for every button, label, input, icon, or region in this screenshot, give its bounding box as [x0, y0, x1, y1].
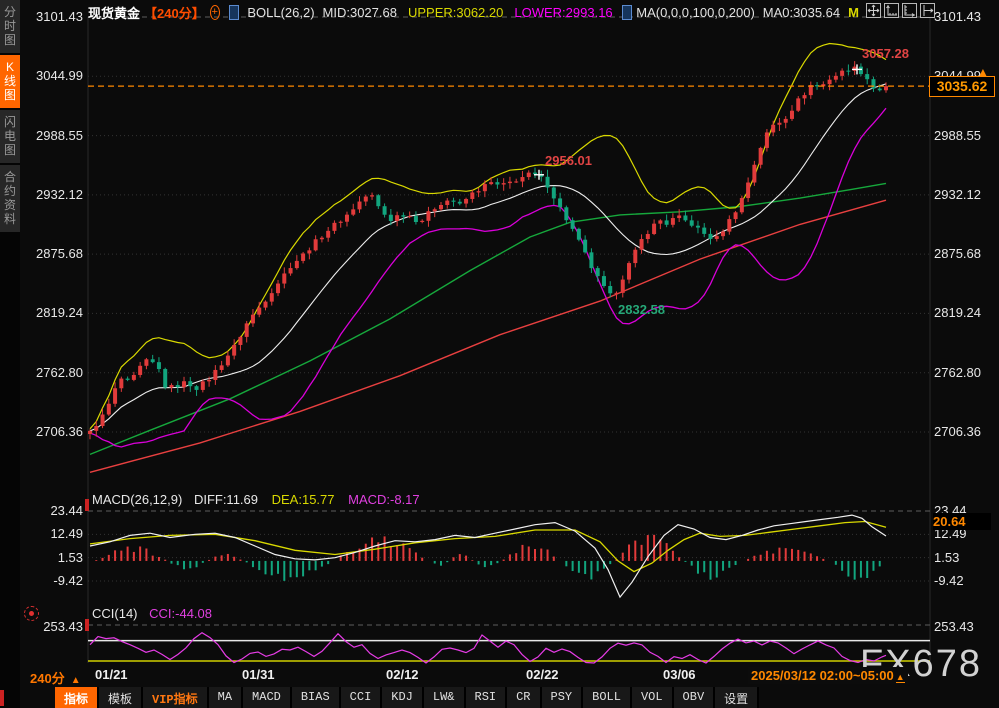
x-axis-tick: 02/22: [526, 667, 559, 682]
cci-header: CCI(14) CCI:-44.08: [92, 606, 212, 621]
pan-move-icon[interactable]: [866, 3, 881, 18]
price-tick-left: 3101.43: [36, 9, 83, 24]
live-blink-icon: [24, 606, 39, 621]
macd-tick-left: -9.42: [53, 573, 83, 588]
price-tick-right: 2932.12: [934, 186, 981, 202]
toolbar-item-VIP指标[interactable]: VIP指标: [143, 687, 209, 708]
macd-diff-value: DIFF:11.69: [193, 492, 258, 507]
price-tick-right: 2819.24: [934, 305, 981, 321]
toolbar-item-MACD[interactable]: MACD: [243, 687, 292, 708]
macd-tick-right: 1.53: [934, 549, 960, 565]
cci-tick-left: 253.43: [43, 619, 83, 634]
range-marker-icon: ▲: [895, 672, 905, 683]
sidebar-item-[interactable]: 合约资料: [0, 165, 20, 232]
macd-tick-left: 1.53: [57, 549, 83, 565]
toolbar-item-设置[interactable]: 设置: [715, 687, 760, 708]
x-axis-tick: 01/21: [95, 667, 128, 682]
visible-range-label[interactable]: 2025/03/12 02:00~05:00 ▲: [748, 667, 908, 684]
x-axis-tick: 03/06: [663, 667, 696, 682]
macd-tick-right: 12.49: [934, 526, 967, 542]
macd-pane-resize-handle[interactable]: [85, 499, 89, 511]
cci-tick-right: 253.43: [934, 619, 974, 634]
price-tick-right: 2988.55: [934, 127, 981, 143]
chart-window-controls: [866, 3, 935, 18]
boll-upper-value: UPPER:3062.20: [407, 4, 504, 20]
boll-mid-value: MID:3027.68: [322, 4, 397, 20]
range-text: 2025/03/12 02:00~05:00: [751, 668, 894, 683]
indicator-toolbar: 指标 模板 VIP指标 MA MACD BIAS CCI KDJ LW& RSI CR PSY BOLL…: [55, 687, 760, 708]
toolbar-item-MA[interactable]: MA: [208, 687, 244, 708]
y-axis-scale-icon[interactable]: [884, 3, 899, 18]
price-tick-right: 2706.36: [934, 424, 981, 439]
toolbar-item-指标[interactable]: 指标: [55, 687, 100, 708]
macd-current-badge: 20.64: [933, 512, 991, 530]
x-axis-tick: 01/31: [242, 667, 275, 682]
x-axis-scale-icon[interactable]: [902, 3, 917, 18]
toolbar-item-模板[interactable]: 模板: [99, 687, 144, 708]
toolbar-item-LW&[interactable]: LW&: [423, 687, 466, 708]
price-tick-left: 2819.24: [36, 305, 83, 321]
boll-name: BOLL(26,2): [247, 4, 315, 20]
toolbar-item-BOLL[interactable]: BOLL: [583, 687, 632, 708]
toolbar-item-CR[interactable]: CR: [507, 687, 542, 708]
macd-tick-left: 23.44: [50, 503, 83, 518]
price-tick-right: 3101.43: [934, 9, 981, 24]
toolbar-item-CCI[interactable]: CCI: [340, 687, 383, 708]
boll-lower-value: LOWER:2993.16: [514, 4, 613, 20]
price-tick-left: 2762.80: [36, 364, 83, 380]
boll-chart-icon[interactable]: [228, 4, 240, 20]
price-tick-left: 3044.99: [36, 68, 83, 84]
ma-chart-icon[interactable]: [621, 4, 633, 20]
high-price-annotation: 3057.28: [862, 46, 909, 62]
toolbar-item-RSI[interactable]: RSI: [465, 687, 508, 708]
price-tick-right: 2762.80: [934, 364, 981, 380]
period-label: 【240分】: [144, 5, 205, 21]
sidebar-item-[interactable]: 分时图: [0, 0, 20, 53]
price-tick-left: 2706.36: [36, 424, 83, 439]
price-up-arrow-icon: ▲: [977, 65, 989, 80]
macd-header: MACD(26,12,9) DIFF:11.69 DEA:15.77 MACD:…: [92, 492, 420, 507]
footer-left-marker: [0, 690, 4, 706]
swing-high-annotation: 2956.01: [545, 152, 592, 168]
toolbar-item-VOL[interactable]: VOL: [631, 687, 674, 708]
toolbar-item-BIAS[interactable]: BIAS: [291, 687, 341, 708]
period-selector[interactable]: 240分 ▲: [30, 668, 81, 687]
toolbar-item-KDJ[interactable]: KDJ: [382, 687, 424, 708]
chart-header: 现货黄金 【240分】 + MACD(26,12,9) BOLL(26,2) M…: [20, 0, 859, 24]
toolbar-item-OBV[interactable]: OBV: [673, 687, 716, 708]
macd-tick-right: -9.42: [934, 573, 964, 588]
ma-name: MA(0,0,0,100,0,200): [636, 4, 755, 20]
shift-right-icon[interactable]: [920, 3, 935, 18]
cci-value: CCI:-44.08: [149, 606, 213, 621]
macd-hist-value: MACD:-8.17: [348, 492, 420, 507]
cci-name: CCI(14): [92, 606, 138, 621]
price-tick-left: 2875.68: [36, 246, 83, 262]
price-tick-left: 2988.55: [36, 127, 83, 143]
price-tick-left: 2932.12: [36, 186, 83, 202]
symbol-name: 现货黄金: [88, 5, 141, 21]
last-price-tag: 3035.62: [929, 76, 995, 98]
macd-dea-value: DEA:15.77: [271, 492, 335, 507]
period-selector-label: 240分: [30, 671, 65, 686]
price-tick-right: 2875.68: [934, 246, 981, 262]
chevron-up-icon: ▲: [70, 675, 81, 686]
swing-low-annotation: 2832.58: [618, 302, 665, 318]
m-flag: M: [848, 4, 859, 20]
ma0-value: MA0:3035.64: [762, 4, 841, 20]
macd-tick-left: 12.49: [50, 526, 83, 542]
toolbar-item-PSY[interactable]: PSY: [541, 687, 584, 708]
x-axis-tick: 02/12: [386, 667, 419, 682]
macd-name: MACD(26,12,9): [92, 492, 183, 507]
sidebar-item-[interactable]: 闪电图: [0, 110, 20, 163]
cci-pane-resize-handle[interactable]: [85, 619, 89, 631]
add-indicator-icon[interactable]: +: [209, 4, 220, 20]
